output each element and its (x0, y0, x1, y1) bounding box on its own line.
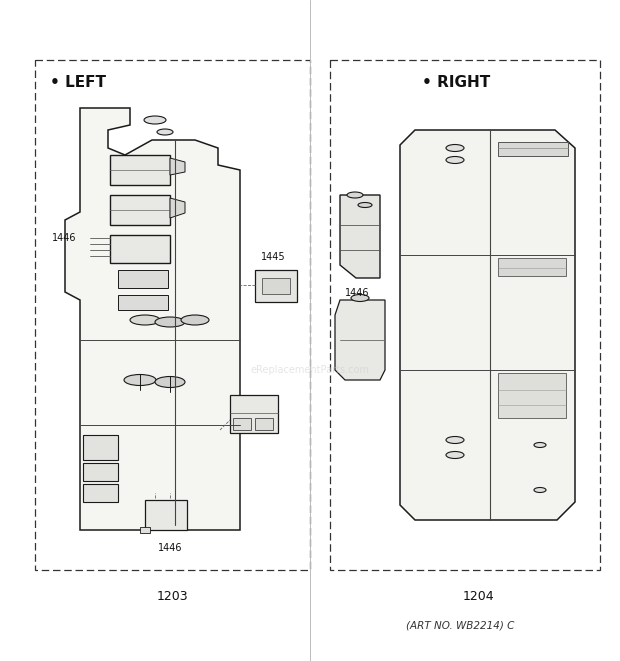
Bar (110, 235, 170, 263)
Ellipse shape (446, 157, 464, 163)
Bar (233, 418, 251, 430)
Ellipse shape (144, 116, 166, 124)
Ellipse shape (181, 315, 209, 325)
Text: 1445: 1445 (261, 252, 286, 262)
Polygon shape (170, 198, 185, 218)
Ellipse shape (155, 377, 185, 387)
Text: (ART NO. WB2214) C: (ART NO. WB2214) C (406, 620, 514, 630)
Text: 1446: 1446 (52, 233, 76, 243)
Ellipse shape (157, 129, 173, 135)
Polygon shape (335, 300, 385, 380)
Text: • LEFT: • LEFT (50, 75, 106, 90)
Polygon shape (170, 158, 185, 175)
Bar (140, 527, 150, 533)
Bar (255, 418, 273, 430)
Bar (118, 270, 168, 288)
Ellipse shape (155, 317, 185, 327)
Ellipse shape (446, 436, 464, 444)
Polygon shape (65, 108, 240, 530)
Bar (110, 195, 170, 225)
Text: eReplacementParts.com: eReplacementParts.com (250, 365, 370, 375)
Text: 1204: 1204 (462, 590, 494, 603)
Bar (498, 142, 568, 156)
Bar (145, 500, 187, 530)
Bar (498, 373, 566, 418)
Bar (35, 60, 310, 570)
Bar (330, 60, 600, 570)
Ellipse shape (446, 451, 464, 459)
Bar (498, 258, 566, 276)
Ellipse shape (130, 315, 160, 325)
Polygon shape (400, 130, 575, 520)
Bar (83, 435, 118, 460)
Polygon shape (340, 195, 380, 278)
Ellipse shape (347, 192, 363, 198)
Text: 1446: 1446 (157, 543, 182, 553)
Ellipse shape (446, 145, 464, 151)
Ellipse shape (351, 295, 369, 301)
Ellipse shape (534, 442, 546, 447)
Bar (83, 463, 118, 481)
Bar (83, 484, 118, 502)
Ellipse shape (358, 202, 372, 208)
Ellipse shape (124, 375, 156, 385)
Bar (110, 155, 170, 185)
Ellipse shape (534, 488, 546, 492)
Text: 1446: 1446 (345, 288, 370, 298)
Bar (255, 270, 297, 302)
Text: • RIGHT: • RIGHT (422, 75, 490, 90)
Bar (262, 278, 290, 294)
Bar (118, 295, 168, 310)
Text: 1203: 1203 (156, 590, 188, 603)
Bar (230, 395, 278, 433)
